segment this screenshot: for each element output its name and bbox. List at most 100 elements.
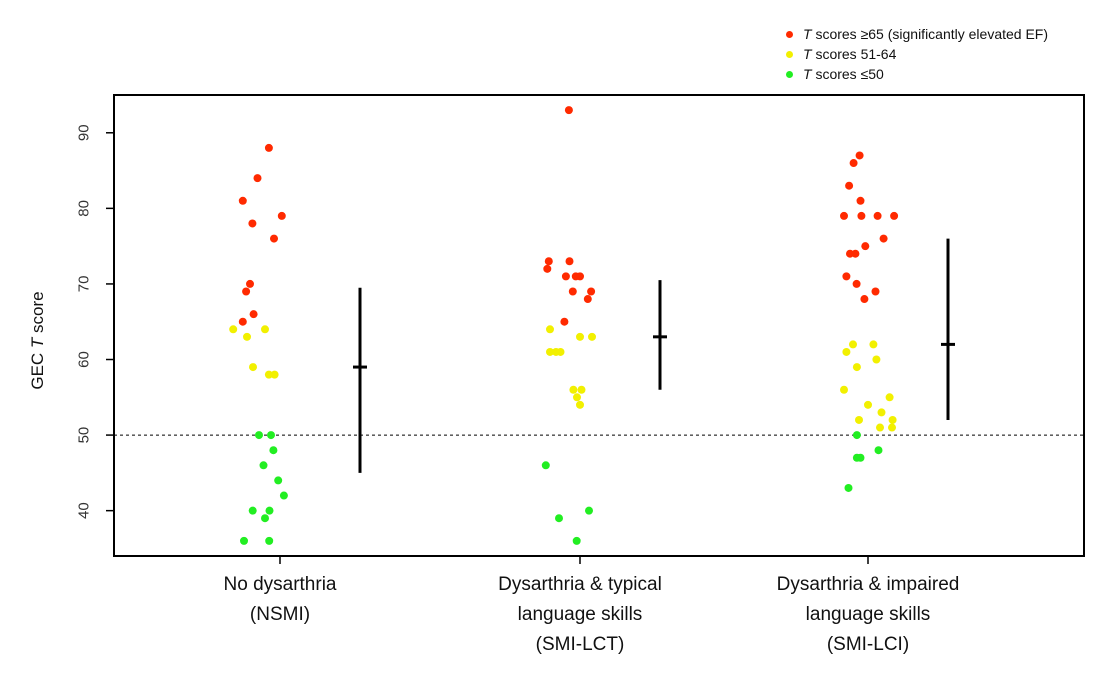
data-point bbox=[576, 400, 584, 409]
data-point bbox=[561, 272, 570, 281]
data-point bbox=[852, 431, 861, 440]
legend-item: T scores ≤50 bbox=[786, 64, 1048, 84]
data-point bbox=[855, 151, 864, 160]
y-tick-label: 60 bbox=[76, 351, 93, 368]
data-point bbox=[248, 219, 257, 228]
data-point bbox=[246, 279, 254, 288]
data-point bbox=[265, 536, 274, 545]
legend-item: T scores ≥65 (significantly elevated EF) bbox=[786, 24, 1048, 44]
data-point bbox=[587, 287, 596, 296]
data-point bbox=[885, 393, 894, 402]
data-point bbox=[864, 400, 872, 409]
data-point bbox=[572, 536, 581, 545]
legend-label: T scores ≥65 (significantly elevated EF) bbox=[803, 26, 1049, 42]
data-point bbox=[564, 106, 573, 115]
data-point bbox=[229, 325, 238, 334]
data-point bbox=[267, 431, 275, 440]
data-point bbox=[541, 461, 550, 470]
data-point bbox=[248, 506, 257, 515]
data-point bbox=[588, 332, 596, 341]
data-point bbox=[261, 514, 269, 523]
data-point bbox=[869, 340, 878, 349]
data-point bbox=[851, 249, 860, 258]
y-tick-label: 80 bbox=[76, 200, 93, 217]
data-point bbox=[259, 461, 268, 470]
data-point bbox=[555, 514, 563, 523]
data-point bbox=[546, 347, 554, 356]
data-point bbox=[576, 272, 584, 281]
y-tick-label: 50 bbox=[76, 427, 93, 444]
data-point bbox=[874, 446, 883, 455]
x-category-label: Dysarthria & typical language skills (SMI-… bbox=[498, 574, 662, 655]
data-point bbox=[544, 257, 553, 266]
y-tick-label: 70 bbox=[76, 276, 93, 293]
x-category-label: No dysarthria (NSMI) bbox=[224, 574, 337, 625]
data-point bbox=[568, 287, 577, 296]
data-point bbox=[842, 347, 851, 356]
data-point bbox=[240, 536, 248, 545]
legend-marker bbox=[786, 30, 793, 38]
data-point bbox=[238, 317, 247, 326]
data-point bbox=[872, 355, 881, 364]
data-point bbox=[270, 234, 278, 243]
data-point bbox=[856, 453, 865, 462]
data-point bbox=[852, 363, 861, 372]
legend-item: T scores 51-64 bbox=[786, 44, 1048, 64]
data-point bbox=[849, 340, 857, 349]
data-point bbox=[842, 272, 851, 281]
y-axis-label: GEC T score bbox=[28, 291, 47, 389]
data-point bbox=[277, 211, 286, 220]
data-point bbox=[857, 211, 866, 220]
data-point bbox=[871, 287, 880, 296]
y-tick-label: 90 bbox=[76, 124, 93, 141]
data-point bbox=[844, 483, 853, 492]
data-point bbox=[261, 325, 269, 334]
data-point bbox=[565, 257, 574, 266]
data-point bbox=[253, 174, 262, 183]
data-point bbox=[255, 431, 263, 440]
data-point bbox=[877, 408, 886, 417]
data-point bbox=[264, 143, 273, 152]
data-point bbox=[856, 196, 865, 205]
chart-legend: T scores ≥65 (significantly elevated EF)… bbox=[786, 24, 1048, 84]
data-point bbox=[888, 423, 896, 432]
data-point bbox=[274, 476, 283, 485]
legend-label: T scores ≤50 bbox=[803, 66, 884, 82]
data-point bbox=[840, 385, 848, 394]
data-point bbox=[543, 264, 552, 273]
data-point bbox=[269, 446, 278, 455]
data-point bbox=[845, 181, 854, 190]
data-point bbox=[577, 385, 586, 394]
data-point bbox=[849, 159, 858, 168]
data-point bbox=[861, 242, 870, 251]
data-point bbox=[270, 370, 279, 379]
data-point bbox=[860, 295, 869, 304]
x-category-label: Dysarthria & impaired language skills (SMI… bbox=[777, 574, 960, 655]
data-point bbox=[873, 211, 882, 220]
data-point bbox=[585, 506, 593, 515]
legend-marker bbox=[786, 70, 793, 78]
data-point bbox=[576, 332, 584, 341]
data-point bbox=[546, 325, 554, 334]
data-point bbox=[556, 347, 565, 356]
data-point bbox=[249, 310, 258, 319]
legend-label: T scores 51-64 bbox=[803, 46, 897, 62]
data-point bbox=[560, 317, 569, 326]
data-point bbox=[264, 370, 273, 379]
data-point bbox=[573, 393, 581, 402]
data-point bbox=[852, 279, 861, 288]
data-point bbox=[243, 332, 251, 341]
data-point bbox=[890, 211, 899, 220]
data-point bbox=[249, 363, 257, 372]
data-point bbox=[855, 415, 863, 424]
data-point bbox=[242, 287, 251, 296]
data-point bbox=[583, 295, 592, 304]
data-point bbox=[876, 423, 884, 432]
plot-frame bbox=[113, 94, 1085, 557]
data-point bbox=[265, 506, 274, 515]
data-point bbox=[888, 415, 897, 424]
data-point bbox=[279, 491, 288, 500]
legend-marker bbox=[786, 50, 793, 58]
y-tick-label: 40 bbox=[76, 502, 93, 519]
data-point bbox=[879, 234, 888, 243]
